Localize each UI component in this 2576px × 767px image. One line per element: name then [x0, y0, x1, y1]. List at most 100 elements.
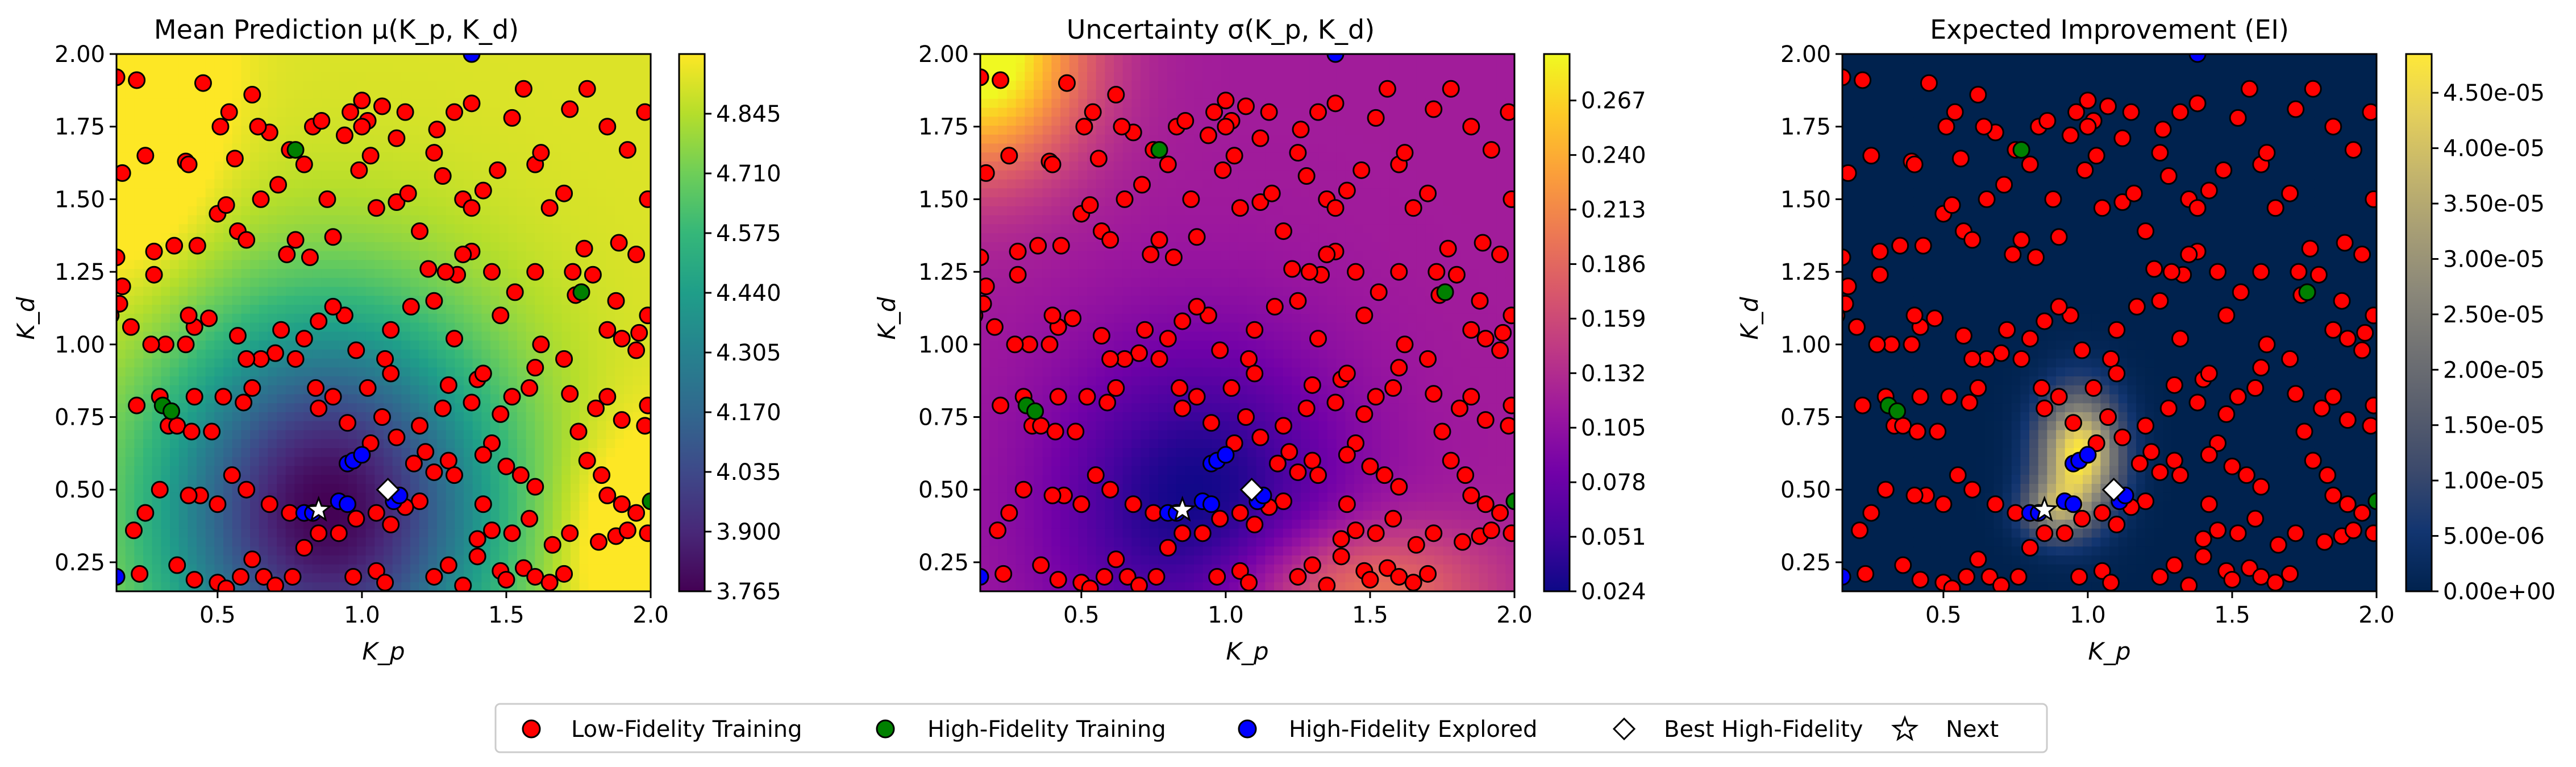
- low-fidelity-point: [2344, 521, 2362, 540]
- low-fidelity-point: [217, 196, 235, 214]
- low-fidelity-point: [1231, 562, 1249, 580]
- low-fidelity-point: [1101, 350, 1120, 368]
- low-fidelity-point: [483, 263, 501, 281]
- next-point-marker: [2030, 495, 2058, 522]
- low-fidelity-point: [1289, 144, 1307, 162]
- low-fidelity-point: [180, 306, 198, 325]
- x-tick-label: 1.0: [2070, 602, 2106, 628]
- low-fidelity-point: [388, 129, 406, 147]
- low-fidelity-point: [255, 567, 273, 586]
- low-fidelity-point: [2073, 341, 2091, 359]
- low-fidelity-point: [1894, 556, 1912, 574]
- low-fidelity-point: [238, 350, 256, 368]
- low-fidelity-point: [1089, 150, 1108, 168]
- low-fidelity-point: [344, 567, 363, 586]
- low-fidelity-point: [1041, 335, 1059, 354]
- legend-label: Best High-Fidelity: [1664, 716, 1863, 743]
- low-fidelity-point: [2108, 364, 2126, 383]
- low-fidelity-point: [376, 350, 394, 368]
- low-fidelity-point: [1998, 321, 2016, 339]
- panel-expected-improvement: Expected Improvement (EI) 0.5 1.0 1.5 2.00.…: [1736, 14, 2556, 665]
- x-tick-label: 1.5: [1352, 602, 1388, 628]
- colorbar-tick-label: 4.710: [716, 161, 781, 187]
- low-fidelity-point: [151, 480, 169, 499]
- low-fidelity-point: [1332, 530, 1350, 548]
- low-fidelity-point: [228, 326, 247, 345]
- low-fidelity-point: [2159, 399, 2178, 417]
- low-fidelity-point: [1367, 388, 1385, 406]
- low-fidelity-point: [2050, 388, 2068, 406]
- low-fidelity-point: [1084, 103, 1102, 121]
- explored-point: [2079, 446, 2097, 464]
- low-fidelity-point: [182, 422, 201, 441]
- low-fidelity-point: [177, 335, 195, 354]
- low-fidelity-point: [2061, 306, 2079, 325]
- low-fidelity-point: [1911, 388, 1929, 406]
- low-fidelity-point: [569, 422, 588, 441]
- low-fidelity-point: [131, 565, 149, 583]
- low-fidelity-point: [2004, 245, 2022, 263]
- low-fidelity-point: [636, 417, 651, 435]
- low-fidelity-point: [598, 118, 617, 136]
- x-tick-label: 1.5: [2214, 602, 2250, 628]
- low-fidelity-point: [439, 556, 457, 574]
- low-fidelity-point: [1260, 103, 1278, 121]
- panel-mean-prediction: Mean Prediction μ(K_p, K_d) 0.5 1.0 1.5 2.0…: [12, 14, 781, 665]
- low-fidelity-point: [1384, 379, 1403, 397]
- low-fidelity-point: [1943, 196, 1961, 214]
- low-fidelity-point: [295, 155, 313, 173]
- low-fidelity-point: [168, 417, 186, 435]
- low-fidelity-point: [1263, 184, 1281, 202]
- low-fidelity-point: [2246, 379, 2265, 397]
- low-fidelity-point: [419, 260, 438, 278]
- low-fidelity-point: [526, 478, 544, 496]
- colorbar-tick-label: 0.213: [1581, 197, 1646, 223]
- low-fidelity-point: [578, 80, 596, 98]
- colorbar-tick-label: 1.50e-05: [2443, 413, 2545, 439]
- low-fidelity-point: [1173, 524, 1192, 542]
- low-fidelity-point: [1862, 504, 1880, 522]
- low-fidelity-point: [220, 103, 238, 121]
- low-fidelity-point: [1390, 567, 1408, 586]
- low-fidelity-point: [124, 521, 143, 540]
- low-fidelity-point: [1857, 565, 1875, 583]
- colorbar-tick-label: 4.440: [716, 280, 781, 306]
- low-fidelity-point: [1454, 533, 1472, 551]
- low-fidelity-point: [2258, 335, 2276, 354]
- low-fidelity-point: [1309, 466, 1327, 484]
- y-tick-label: 1.25: [918, 259, 969, 285]
- low-fidelity-point: [1946, 103, 1964, 121]
- low-fidelity-point: [1396, 335, 1414, 354]
- legend-marker-best: [1612, 717, 1636, 741]
- y-tick-label: 0.50: [918, 477, 969, 503]
- low-fidelity-point: [2316, 533, 2334, 551]
- low-fidelity-point: [1934, 495, 1953, 513]
- colorbar-tick-label: 3.00e-05: [2443, 246, 2545, 272]
- low-fidelity-point: [1439, 239, 1457, 258]
- low-fidelity-point: [307, 379, 325, 397]
- low-fidelity-point: [1133, 176, 1151, 194]
- low-fidelity-point: [373, 97, 391, 115]
- legend-label: Next: [1946, 716, 1999, 743]
- legend-label: High-Fidelity Explored: [1289, 716, 1537, 743]
- low-fidelity-point: [417, 443, 435, 461]
- low-fidelity-point: [411, 492, 429, 511]
- low-fidelity-point: [324, 388, 342, 406]
- low-fidelity-point: [145, 266, 163, 284]
- low-fidelity-point: [425, 144, 443, 162]
- low-fidelity-point: [1092, 326, 1110, 345]
- low-fidelity-point: [2338, 411, 2357, 429]
- low-fidelity-point: [2194, 530, 2212, 548]
- low-fidelity-point: [1491, 245, 1509, 263]
- low-fidelity-point: [211, 118, 230, 136]
- low-fidelity-point: [1231, 199, 1249, 217]
- low-fidelity-point: [2026, 248, 2045, 267]
- low-fidelity-point: [286, 350, 305, 368]
- low-fidelity-point: [1903, 335, 1921, 354]
- axis-ticks: 0.5 1.0 1.5 2.0 0.25 0.50 0.75 1.00 1.25 1.50 1.75…: [1780, 42, 2395, 628]
- low-fidelity-point: [1208, 567, 1226, 586]
- low-fidelity-point: [2200, 446, 2218, 464]
- low-fidelity-point: [607, 292, 625, 310]
- low-fidelity-point: [353, 92, 371, 110]
- legend-label: High-Fidelity Training: [927, 716, 1166, 743]
